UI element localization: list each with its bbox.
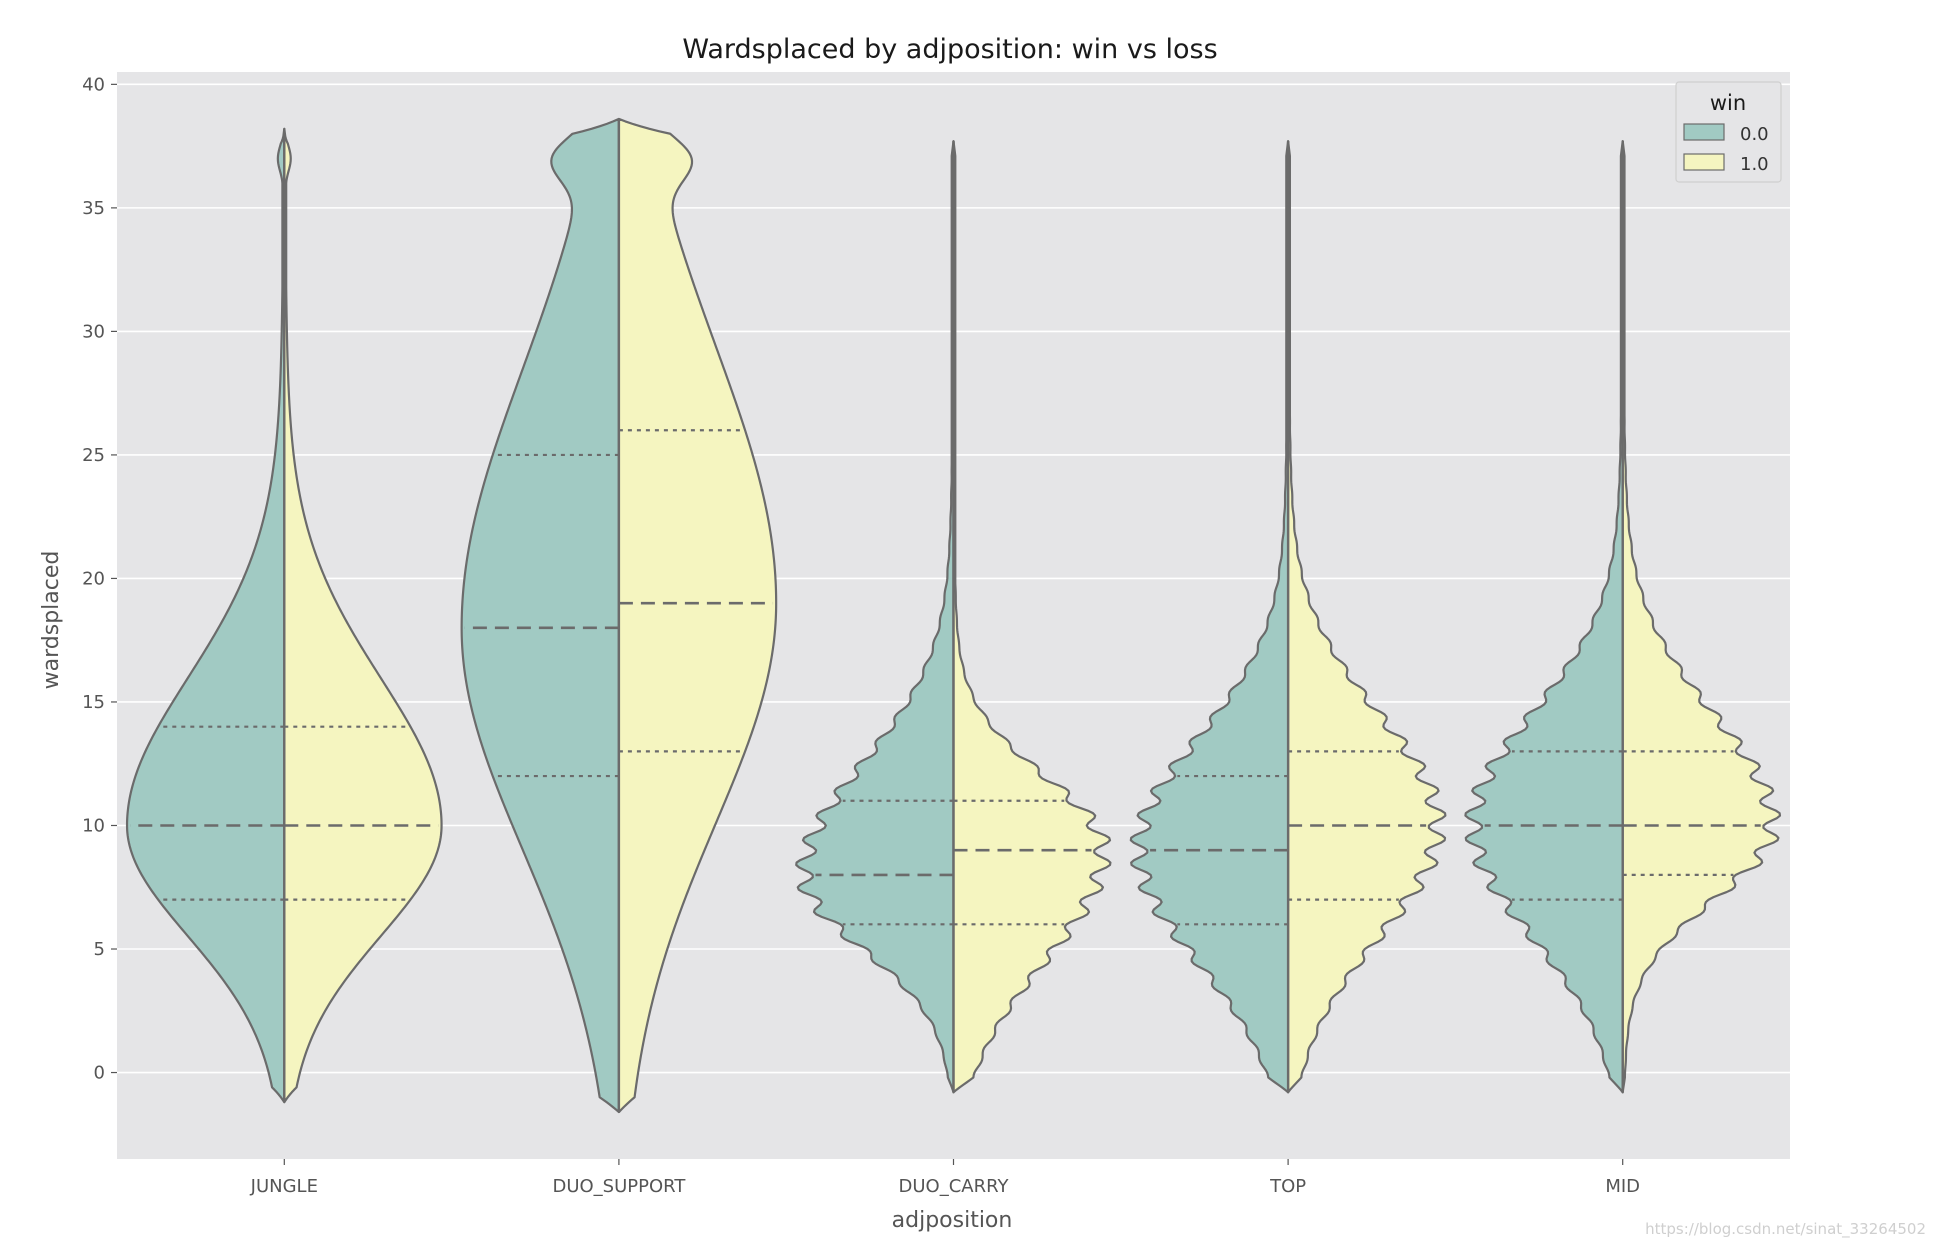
y-tick-label-25: 25 xyxy=(82,445,105,466)
legend-title: win xyxy=(1710,91,1746,115)
x-tick-label-mid: MID xyxy=(1605,1176,1640,1197)
watermark-text: https://blog.csdn.net/sinat_33264502 xyxy=(1645,1220,1926,1238)
violin-half-jungle-win-1.0 xyxy=(283,127,443,1104)
legend-swatch-0 xyxy=(1683,123,1725,141)
y-tick-label-20: 20 xyxy=(82,568,105,589)
violin-half-mid-win-1.0 xyxy=(1621,140,1782,1094)
violin-mid xyxy=(1464,140,1782,1094)
legend-label-0: 0.0 xyxy=(1740,124,1769,145)
y-axis-label: wardsplaced xyxy=(39,551,64,690)
x-tick-label-top: TOP xyxy=(1269,1176,1306,1197)
x-tick-label-jungle: JUNGLE xyxy=(250,1176,318,1197)
violin-duo_support xyxy=(460,117,778,1114)
violin-half-top-win-1.0 xyxy=(1287,140,1447,1094)
y-tick-label-15: 15 xyxy=(82,692,105,713)
legend: win 0.0 1.0 xyxy=(1675,81,1782,183)
violin-half-duo_carry-win-0.0 xyxy=(795,140,955,1094)
violin-half-duo_carry-win-1.0 xyxy=(952,140,1112,1094)
y-tick-label-40: 40 xyxy=(82,74,105,95)
violin-half-mid-win-0.0 xyxy=(1464,140,1624,1094)
violin-half-duo_support-win-1.0 xyxy=(617,117,778,1114)
x-tick-label-duo_carry: DUO_CARRY xyxy=(899,1176,1010,1197)
y-tick-label-10: 10 xyxy=(82,815,105,836)
axes: 0 5 10 15 20 25 30 35 40 JUNGLE DUO_SUPPORT DUO_CAR… xyxy=(82,74,1640,1197)
y-tick-label-5: 5 xyxy=(94,939,105,960)
x-axis-label: adjposition xyxy=(892,1208,1013,1233)
violin-jungle xyxy=(125,127,443,1104)
y-tick-label-0: 0 xyxy=(94,1063,105,1084)
violin-half-duo_support-win-0.0 xyxy=(460,117,620,1114)
y-tick-label-35: 35 xyxy=(82,198,105,219)
legend-label-1: 1.0 xyxy=(1740,154,1769,175)
violin-half-jungle-win-0.0 xyxy=(125,127,286,1104)
chart-title: Wardsplaced by adjposition: win vs loss xyxy=(682,34,1217,65)
violins xyxy=(125,117,1782,1114)
legend-swatch-1 xyxy=(1683,153,1725,171)
x-tick-label-duo_support: DUO_SUPPORT xyxy=(552,1176,686,1197)
y-tick-label-30: 30 xyxy=(82,321,105,342)
violin-top xyxy=(1129,140,1447,1094)
violin-half-top-win-0.0 xyxy=(1129,140,1290,1094)
violin-duo_carry xyxy=(795,140,1112,1094)
